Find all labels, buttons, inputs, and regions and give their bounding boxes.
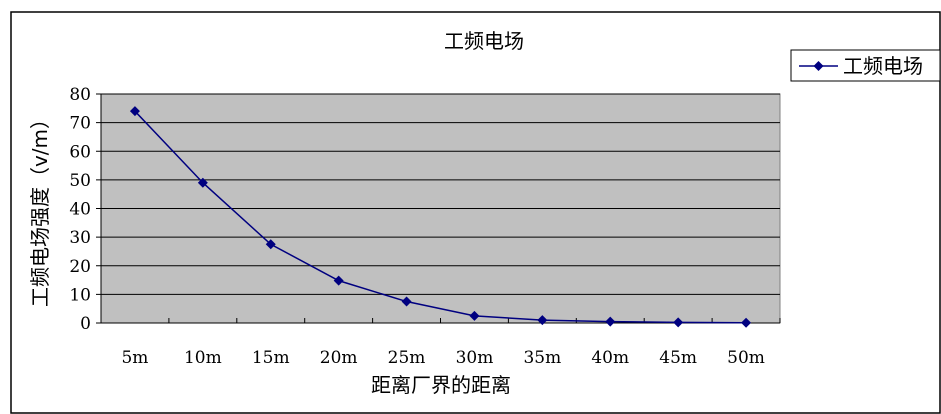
y-tick-label: 60 [69,142,91,162]
x-tick-label: 40m [591,348,629,368]
x-tick-label: 45m [659,348,697,368]
series-line [134,110,747,324]
data-point-marker [673,317,684,328]
x-tick-label: 35m [523,348,561,368]
y-tick-label: 70 [69,114,91,134]
x-axis-title: 距离厂界的距离 [371,373,511,397]
data-point-marker [741,317,752,328]
y-tick-label: 20 [69,257,91,277]
data-point-marker [537,315,548,326]
legend: 工频电场 [790,49,941,82]
x-tick-label: 15m [252,348,290,368]
data-point-marker [197,177,208,188]
y-axis-title: 工频电场强度（v/m） [28,109,52,307]
x-tick-label: 50m [727,348,765,368]
legend-marker-swatch [813,61,824,71]
y-tick-label: 30 [69,228,91,248]
x-tick-label: 30m [456,348,494,368]
x-tick-label: 10m [184,348,222,368]
series-group [129,106,752,328]
x-tick-label: 25m [388,348,426,368]
grid-lines [101,93,780,295]
data-point-marker [129,106,140,117]
x-tick-label: 20m [320,348,358,368]
data-point-marker [333,275,344,286]
x-tick-label: 5m [121,348,148,368]
chart-title: 工频电场 [444,29,524,53]
y-axis-ticks: 0 10 20 30 40 50 60 70 80 [69,85,102,334]
y-tick-label: 0 [80,314,91,334]
data-point-marker [605,316,616,327]
legend-entry-label: 工频电场 [843,54,923,78]
y-tick-label: 50 [69,171,91,191]
y-tick-label: 80 [69,85,91,105]
data-point-marker [469,310,480,321]
data-point-marker [401,296,412,307]
y-tick-label: 10 [69,285,91,305]
y-tick-label: 40 [69,200,91,220]
data-point-marker [265,239,276,250]
